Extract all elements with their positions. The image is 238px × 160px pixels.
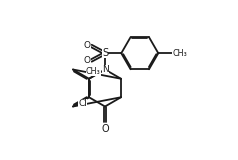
Text: CH₃: CH₃ (86, 67, 100, 76)
Text: O: O (101, 124, 109, 134)
Text: CH₃: CH₃ (172, 49, 187, 58)
Text: O: O (84, 41, 91, 50)
Text: Cl: Cl (79, 99, 87, 108)
Text: N: N (102, 65, 109, 74)
Text: S: S (102, 48, 108, 58)
Text: O: O (84, 56, 91, 65)
